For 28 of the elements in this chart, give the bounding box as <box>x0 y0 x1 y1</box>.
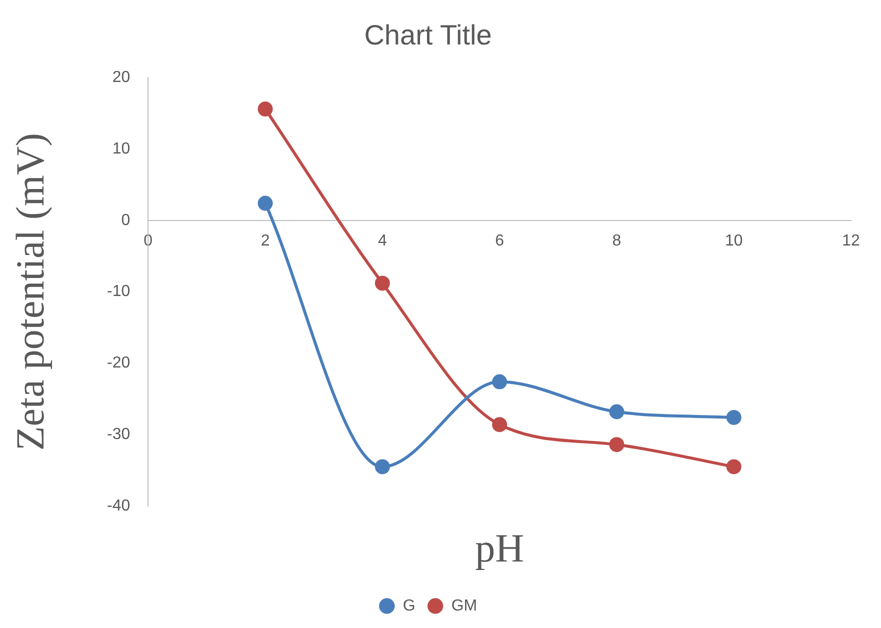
x-tick-label: 2 <box>260 232 270 250</box>
y-tick-label: -10 <box>107 283 130 300</box>
point <box>726 459 742 474</box>
y-tick-label: 10 <box>112 140 130 158</box>
x-tick-label: 8 <box>612 232 622 250</box>
x-axis-title: pH <box>475 526 524 570</box>
legend-label: GM <box>451 597 478 614</box>
x-tick-label: 10 <box>724 232 743 250</box>
point <box>492 417 508 432</box>
point <box>258 196 273 211</box>
point <box>609 404 624 420</box>
y-tick-label: 20 <box>112 69 130 86</box>
y-tick-label: -40 <box>107 497 130 514</box>
legend-label: G <box>402 597 416 614</box>
y-tick-label: 0 <box>121 212 130 229</box>
point <box>492 374 508 390</box>
point <box>258 102 273 117</box>
point <box>609 437 624 452</box>
x-tick-label: 6 <box>495 232 504 250</box>
y-tick-label: -30 <box>107 426 130 444</box>
y-tick-label: -20 <box>107 354 130 372</box>
chart-title: Chart Title <box>364 20 492 51</box>
point <box>374 459 390 474</box>
x-tick-label: 4 <box>378 232 387 250</box>
x-tick-label: 12 <box>842 232 860 250</box>
point <box>374 276 390 291</box>
point <box>726 410 742 425</box>
y-axis-title: Zeta potential (mV) <box>8 132 52 451</box>
